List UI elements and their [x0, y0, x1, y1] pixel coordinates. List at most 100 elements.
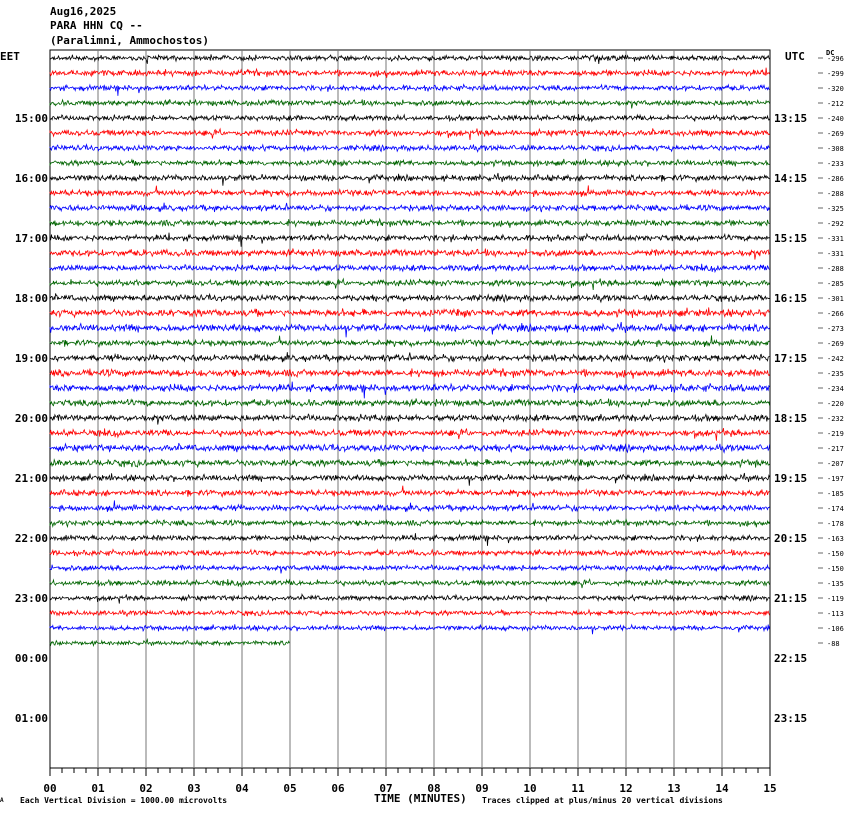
trace-line [49, 158, 770, 168]
dc-offset-label: -135 [827, 580, 844, 588]
trace-line [49, 307, 770, 319]
dc-column-header: DC [826, 49, 835, 57]
dc-offset-label: -288 [827, 265, 844, 273]
corner-mark: A [0, 797, 4, 804]
dc-offset-label: -174 [827, 505, 844, 513]
utc-hour-label: 15:15 [774, 232, 807, 245]
trace-line [49, 53, 770, 64]
x-tick-label: 02 [139, 782, 152, 795]
x-tick-label: 05 [283, 782, 296, 795]
x-tick-label: 06 [331, 782, 345, 795]
x-tick-label: 09 [475, 782, 488, 795]
dc-offset-label: -163 [827, 535, 844, 543]
trace-line [49, 485, 770, 499]
trace-line [49, 637, 290, 648]
x-axis: 00 01 02 03 04 05 06 07 08 09 10 11 12 13 14 15 [43, 768, 777, 795]
trace-line [49, 563, 770, 574]
dc-offset-label: -320 [827, 85, 844, 93]
trace-line [49, 248, 770, 260]
station-location: (Paralimni, Ammochostos) [50, 34, 209, 47]
x-tick-label: 01 [91, 782, 105, 795]
utc-hour-label: 17:15 [774, 352, 807, 365]
trace-line [49, 83, 770, 96]
dc-offset-label: -220 [827, 400, 844, 408]
x-tick-label: 07 [379, 782, 392, 795]
dc-offset-label: -150 [827, 565, 844, 573]
utc-hour-label: 13:15 [774, 112, 807, 125]
trace-line [49, 518, 770, 529]
dc-offset-label: -88 [827, 640, 840, 648]
trace-line [49, 442, 770, 454]
dc-offset-label: -269 [827, 340, 844, 348]
local-hour-label: 19:00 [15, 352, 48, 365]
trace-line [49, 292, 770, 304]
x-tick-label: 11 [571, 782, 585, 795]
x-tick-label: 00 [43, 782, 56, 795]
utc-hour-label: 19:15 [774, 472, 807, 485]
dc-offset-label: -217 [827, 445, 844, 453]
dc-offset-label: -242 [827, 355, 844, 363]
utc-hour-label: 21:15 [774, 592, 807, 605]
minute-gridlines [97, 50, 723, 768]
trace-line [49, 608, 770, 618]
dc-offset-label: -285 [827, 280, 844, 288]
trace-line [49, 472, 770, 486]
trace-line [49, 185, 770, 199]
x-tick-label: 14 [715, 782, 729, 795]
local-hour-label: 18:00 [15, 292, 48, 305]
trace-line [49, 413, 770, 425]
x-tick-label: 13 [667, 782, 680, 795]
utc-hour-label: 22:15 [774, 652, 807, 665]
dc-offset-label: -234 [827, 385, 844, 393]
trace-line [49, 98, 770, 109]
trace-line [49, 623, 770, 635]
local-hour-label: 16:00 [15, 172, 48, 185]
dc-offset-label: -240 [827, 115, 844, 123]
utc-time-labels: 13:15 14:15 15:15 16:15 17:15 18:15 19:15 20:15… [774, 112, 807, 725]
dc-offset-label: -150 [827, 550, 844, 558]
trace-line [49, 113, 770, 123]
trace-line [49, 277, 770, 291]
dc-offset-label: -233 [827, 160, 844, 168]
clip-note: Traces clipped at plus/minus 20 vertical… [482, 796, 723, 805]
trace-line [49, 548, 770, 558]
dc-offset-label: -219 [827, 430, 844, 438]
local-hour-label: 15:00 [15, 112, 48, 125]
dc-offset-label: -113 [827, 610, 844, 618]
dc-offset-label: -235 [827, 370, 844, 378]
trace-line [49, 428, 770, 441]
dc-offset-label: -273 [827, 325, 844, 333]
dc-offset-labels: -296 -299 -320 -212 -240 -269 -308 -233 -286 -288… [818, 55, 844, 648]
x-tick-label: 08 [427, 782, 440, 795]
dc-offset-label: -331 [827, 250, 844, 258]
trace-line [49, 263, 770, 274]
local-time-labels: 15:00 16:00 17:00 18:00 19:00 20:00 21:00 22:00… [15, 112, 48, 725]
dc-offset-label: -207 [827, 460, 844, 468]
trace-line [49, 335, 770, 349]
seismic-traces [49, 53, 770, 648]
trace-line [49, 67, 770, 78]
trace-line [49, 500, 770, 513]
dc-offset-label: -197 [827, 475, 844, 483]
trace-line [49, 143, 770, 153]
utc-hour-label: 18:15 [774, 412, 807, 425]
dc-offset-label: -106 [827, 625, 844, 633]
x-tick-label: 10 [523, 782, 536, 795]
dc-offset-label: -331 [827, 235, 844, 243]
local-hour-label: 22:00 [15, 532, 48, 545]
trace-line [49, 321, 770, 338]
dc-offset-label: -308 [827, 145, 844, 153]
dc-offset-label: -185 [827, 490, 844, 498]
trace-line [49, 533, 770, 546]
x-axis-title: TIME (MINUTES) [374, 792, 467, 805]
dc-offset-label: -296 [827, 55, 844, 63]
local-hour-label: 00:00 [15, 652, 48, 665]
trace-line [49, 202, 770, 213]
dc-offset-label: -325 [827, 205, 844, 213]
x-tick-label: 12 [619, 782, 632, 795]
x-tick-label: 04 [235, 782, 249, 795]
trace-line [49, 217, 770, 228]
dc-offset-label: -212 [827, 100, 844, 108]
local-hour-label: 23:00 [15, 592, 48, 605]
local-hour-label: 21:00 [15, 472, 48, 485]
